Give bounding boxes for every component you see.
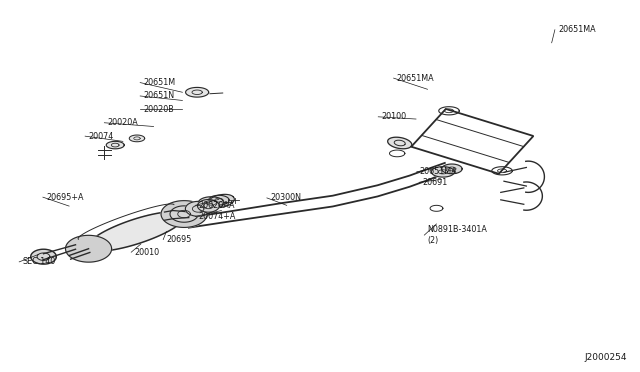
Text: 20651MA: 20651MA — [558, 25, 596, 34]
Text: 20300N: 20300N — [270, 193, 301, 202]
Text: 20074: 20074 — [88, 132, 113, 141]
Text: 20651MA: 20651MA — [397, 74, 435, 83]
Polygon shape — [442, 164, 462, 174]
Text: 20695+A: 20695+A — [46, 193, 84, 202]
Text: 20020AA: 20020AA — [198, 201, 235, 210]
Polygon shape — [198, 197, 224, 209]
Text: 20020B: 20020B — [143, 105, 174, 114]
Text: 20695: 20695 — [166, 235, 192, 244]
Polygon shape — [198, 199, 220, 212]
Polygon shape — [31, 249, 56, 264]
Text: 20651M: 20651M — [143, 78, 175, 87]
Text: 20020A: 20020A — [108, 118, 138, 127]
Polygon shape — [65, 235, 111, 262]
Text: 20651MA: 20651MA — [420, 167, 458, 176]
Text: J2000254: J2000254 — [585, 353, 627, 362]
Polygon shape — [161, 201, 207, 227]
Polygon shape — [388, 137, 412, 149]
Polygon shape — [170, 206, 198, 222]
Text: 20074+A: 20074+A — [198, 212, 236, 221]
Polygon shape — [129, 135, 145, 142]
Polygon shape — [186, 87, 209, 97]
Text: 20651N: 20651N — [143, 92, 175, 100]
Text: 20010: 20010 — [134, 248, 159, 257]
Text: 20691: 20691 — [422, 178, 447, 187]
Text: N0891B-3401A
(2): N0891B-3401A (2) — [428, 225, 488, 245]
Polygon shape — [186, 201, 211, 216]
Text: SEC.140: SEC.140 — [22, 257, 56, 266]
Polygon shape — [431, 167, 454, 177]
Polygon shape — [106, 141, 124, 149]
Polygon shape — [208, 194, 234, 208]
Text: 20100: 20100 — [381, 112, 406, 121]
Polygon shape — [209, 195, 229, 205]
Polygon shape — [88, 212, 185, 251]
